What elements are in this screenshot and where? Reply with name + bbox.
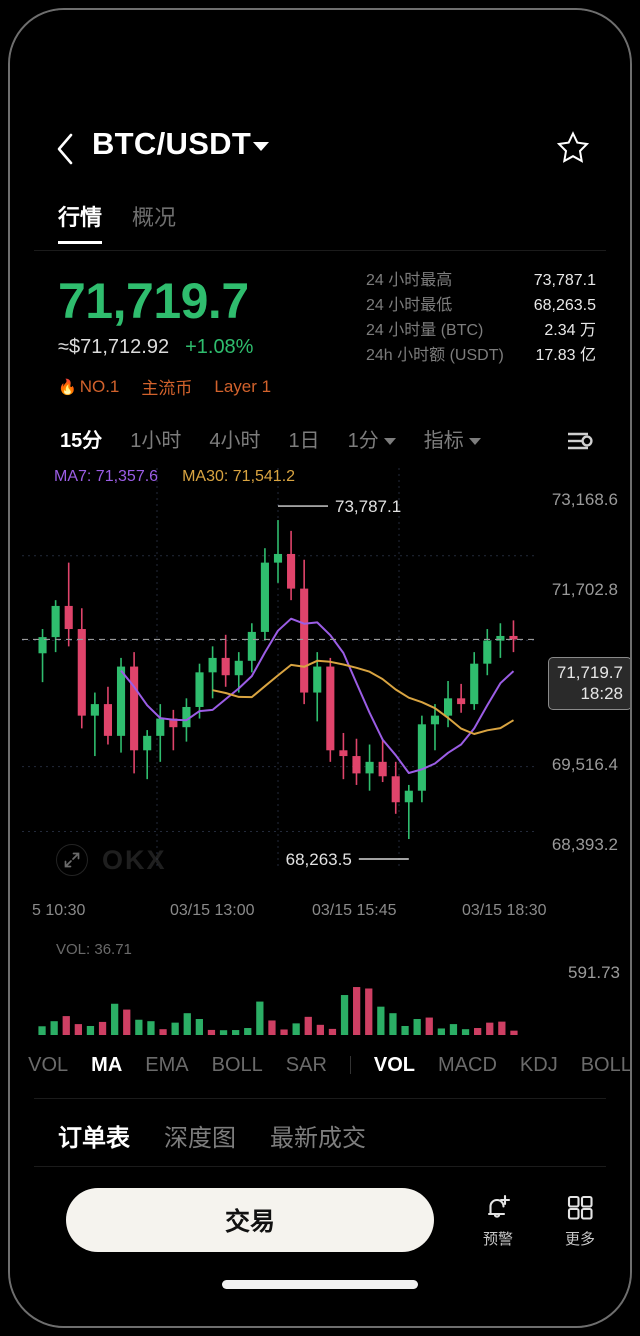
- indicator-dropdown[interactable]: 指标: [424, 424, 481, 453]
- sub-tabs: 行情 概况: [58, 200, 176, 244]
- stat-value: 68,263.5: [533, 297, 596, 314]
- chip-vol-main[interactable]: VOL: [28, 1053, 69, 1076]
- tag-layer1[interactable]: Layer 1: [214, 376, 272, 396]
- current-price-badge: 71,719.7 18:28: [547, 657, 630, 710]
- divider: [349, 1056, 351, 1074]
- timeframe-bar: 15分 1小时 4小时 1日 1分 指标: [10, 418, 630, 464]
- timeframe-1d[interactable]: 1日: [288, 430, 320, 452]
- stats-panel: 24 小时最高 73,787.1 24 小时最低 68,263.5 24 小时量…: [366, 266, 596, 366]
- chevron-down-icon: [468, 438, 481, 445]
- home-indicator[interactable]: [222, 1280, 418, 1289]
- tab-recent-trades[interactable]: 最新成交: [270, 1125, 366, 1152]
- okx-logo: OKX: [102, 844, 167, 875]
- page-title[interactable]: BTC/USDT: [92, 126, 252, 161]
- chip-vol-sub[interactable]: VOL: [373, 1053, 416, 1076]
- svg-text:68,263.5: 68,263.5: [286, 850, 352, 869]
- stat-label: 24h 小时额 (USDT): [366, 347, 504, 364]
- more-label: 更多: [564, 1231, 595, 1248]
- tab-market[interactable]: 行情: [58, 200, 103, 244]
- header: BTC/USDT: [10, 122, 630, 184]
- tag-mainstream[interactable]: 主流币: [141, 379, 193, 398]
- price-axis-label: 73,168.6: [551, 490, 618, 509]
- watermark: OKX: [56, 844, 167, 876]
- bell-plus-icon: [487, 1194, 511, 1218]
- time-axis-label: 5 10:30: [32, 902, 86, 919]
- stat-label: 24 小时量 (BTC): [366, 322, 484, 339]
- tag-rank[interactable]: NO.1: [58, 377, 120, 397]
- indicator-chips: VOL MA EMA BOLL SAR VOL MACD KDJ BOLL: [10, 1048, 630, 1082]
- chip-boll-sub[interactable]: BOLL: [580, 1053, 630, 1076]
- tab-overview[interactable]: 概况: [132, 205, 177, 230]
- price-axis: 73,168.6 71,702.8 69,516.4 68,393.2: [530, 462, 630, 902]
- volume-chart[interactable]: VOL: 36.71 591.73: [10, 935, 630, 1045]
- more-button[interactable]: 更多: [544, 1190, 616, 1249]
- stat-value: 17.83 亿: [535, 347, 597, 364]
- star-outline-icon[interactable]: [556, 130, 590, 164]
- price-axis-label: 69,516.4: [551, 755, 618, 774]
- timeframe-15m[interactable]: 15分: [60, 430, 103, 452]
- tag-row: NO.1 主流币 Layer 1: [58, 374, 271, 399]
- indicator-dropdown-label: 指标: [423, 430, 464, 452]
- stat-row: 24 小时最低 68,263.5: [366, 291, 596, 316]
- stat-label: 24 小时最高: [366, 272, 453, 289]
- time-axis: 5 10:30 03/15 13:00 03/15 15:45 03/15 18…: [10, 902, 630, 932]
- time-axis-label: 03/15 15:45: [312, 902, 397, 919]
- time-axis-label: 03/15 13:00: [170, 902, 255, 919]
- current-price: 71,719.7: [556, 663, 623, 682]
- ma7-label: MA7: 71,357.6: [54, 468, 159, 485]
- last-price: 71,719.7: [58, 273, 249, 329]
- price-axis-label: 68,393.2: [551, 835, 618, 854]
- stat-row: 24h 小时额 (USDT) 17.83 亿: [366, 341, 596, 366]
- chevron-down-icon: [383, 438, 396, 445]
- volume-legend: VOL: 36.71: [56, 941, 132, 958]
- bottom-tabs: 订单表 深度图 最新成交: [58, 1118, 366, 1153]
- tab-order-book[interactable]: 订单表: [58, 1125, 130, 1152]
- phone-frame: BTC/USDT 行情 概况 71,719.7 ≈$71,712.92 +1.0…: [8, 8, 632, 1328]
- tab-depth-chart[interactable]: 深度图: [164, 1125, 236, 1152]
- chip-sar[interactable]: SAR: [285, 1053, 327, 1076]
- stat-value: 2.34 万: [544, 322, 596, 339]
- action-bar: 交易 预警 更多: [10, 1176, 630, 1268]
- price-sub: ≈$71,712.92 +1.08%: [58, 336, 253, 359]
- timeframe-4h[interactable]: 4小时: [209, 430, 261, 452]
- divider: [34, 1166, 606, 1167]
- trade-button[interactable]: 交易: [66, 1188, 434, 1252]
- timeframe-1h[interactable]: 1小时: [130, 430, 182, 452]
- ma-legend: MA7: 71,357.6 MA30: 71,541.2: [54, 468, 295, 486]
- alert-label: 预警: [482, 1231, 513, 1248]
- expand-icon[interactable]: [56, 844, 88, 876]
- stat-label: 24 小时最低: [366, 297, 453, 314]
- timeframe-more-dropdown[interactable]: 1分: [348, 424, 396, 453]
- ma30-label: MA30: 71,541.2: [182, 468, 296, 485]
- chip-boll-main[interactable]: BOLL: [211, 1053, 263, 1076]
- current-time: 18:28: [580, 684, 623, 704]
- volume-max-label: 591.73: [568, 963, 620, 982]
- time-axis-label: 03/15 18:30: [462, 902, 547, 919]
- candlestick-svg: 73,787.1 68,263.5: [22, 468, 538, 869]
- stat-row: 24 小时量 (BTC) 2.34 万: [366, 316, 596, 341]
- price-usd: ≈$71,712.92: [58, 336, 170, 358]
- timeframe-more-label: 1分: [347, 430, 379, 452]
- volume-svg: [38, 987, 518, 1035]
- timeframe-items: 15分 1小时 4小时 1日 1分 指标: [60, 424, 481, 453]
- divider: [34, 250, 606, 251]
- alert-button[interactable]: 预警: [462, 1190, 534, 1249]
- chip-macd[interactable]: MACD: [438, 1053, 497, 1076]
- app-screen: BTC/USDT 行情 概况 71,719.7 ≈$71,712.92 +1.0…: [10, 10, 630, 1326]
- price-change: +1.08%: [185, 336, 254, 358]
- stat-value: 73,787.1: [533, 272, 596, 289]
- chart-settings-icon[interactable]: [564, 428, 594, 454]
- grid-icon: [567, 1195, 593, 1220]
- candlestick-chart[interactable]: 73,787.1 68,263.5 MA7: 71,357.6 MA30: 71,…: [10, 462, 630, 932]
- divider: [34, 1098, 606, 1099]
- svg-text:73,787.1: 73,787.1: [335, 497, 401, 516]
- chevron-down-icon[interactable]: [253, 142, 269, 151]
- stat-row: 24 小时最高 73,787.1: [366, 266, 596, 291]
- chip-ma[interactable]: MA: [91, 1053, 123, 1076]
- chip-kdj[interactable]: KDJ: [519, 1053, 558, 1076]
- price-axis-label: 71,702.8: [551, 580, 618, 599]
- chevron-left-icon[interactable]: [54, 132, 76, 166]
- chip-ema[interactable]: EMA: [145, 1053, 189, 1076]
